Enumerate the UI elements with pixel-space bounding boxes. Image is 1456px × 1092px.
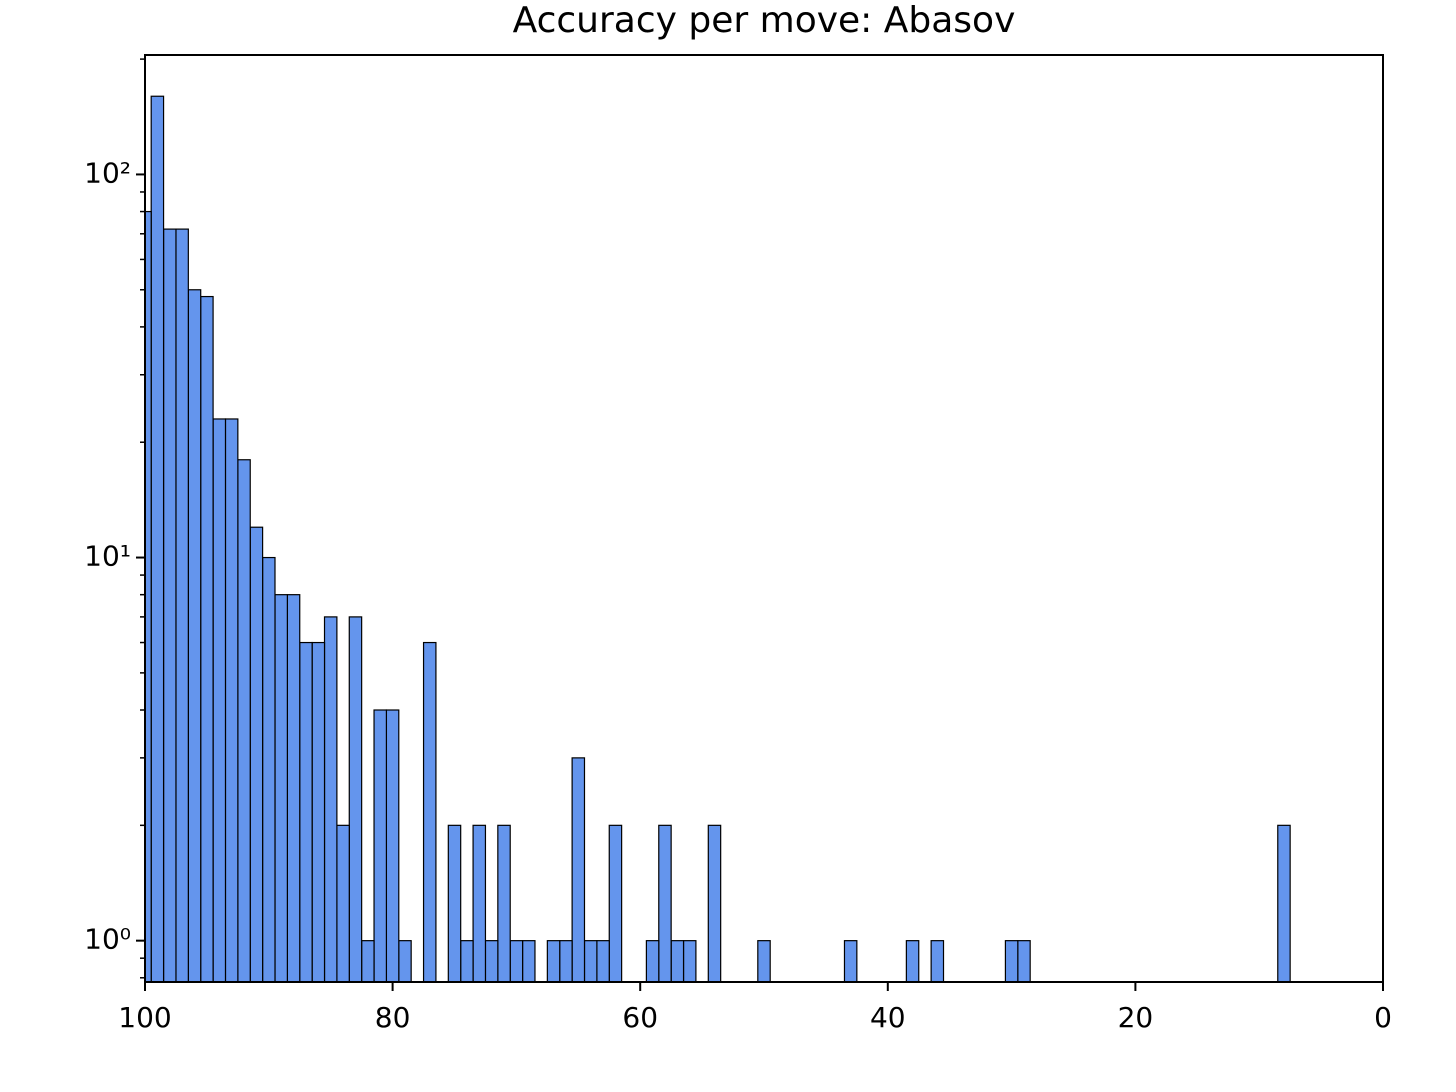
y-tick-label: 10¹ <box>84 540 131 573</box>
bar <box>145 210 152 982</box>
bar <box>682 940 697 982</box>
bar <box>645 940 660 982</box>
bar <box>843 940 858 982</box>
bar <box>930 940 945 982</box>
bar <box>670 940 685 982</box>
bar <box>460 940 474 982</box>
bar <box>323 616 338 982</box>
bar <box>274 594 288 982</box>
bar <box>385 709 400 982</box>
bar <box>311 641 326 982</box>
y-tick-label: 10² <box>84 156 131 189</box>
bar <box>175 228 189 982</box>
bar <box>521 940 536 982</box>
bar <box>447 824 462 982</box>
bar <box>583 940 598 982</box>
bar <box>299 641 313 982</box>
bar <box>187 289 202 982</box>
bar <box>1017 940 1031 982</box>
bars <box>145 95 1291 982</box>
bar <box>546 940 561 982</box>
bar <box>237 459 251 982</box>
bar <box>224 418 239 982</box>
x-tick-label: 20 <box>1118 1001 1154 1034</box>
y-tick-label: 10⁰ <box>84 923 131 956</box>
plot-frame <box>144 54 1384 983</box>
bar <box>249 526 264 982</box>
bar <box>336 824 350 982</box>
chart-title: Accuracy per move: Abasov <box>513 0 1016 41</box>
x-tick-label: 80 <box>375 1001 411 1034</box>
bar <box>373 709 388 982</box>
bar <box>559 940 573 982</box>
bar <box>571 757 586 982</box>
bar <box>497 824 511 982</box>
bar <box>361 940 375 982</box>
bar <box>658 824 672 982</box>
x-tick-label: 40 <box>870 1001 906 1034</box>
bar <box>905 940 920 982</box>
bar <box>262 556 276 982</box>
bar <box>484 940 499 982</box>
bar <box>757 940 771 982</box>
bar <box>1004 940 1019 982</box>
bar <box>212 418 227 982</box>
x-tick-label: 0 <box>1374 1001 1392 1034</box>
x-tick-label: 60 <box>622 1001 658 1034</box>
bar <box>422 641 437 982</box>
bar <box>509 940 524 982</box>
bar <box>707 824 722 982</box>
bar <box>150 95 165 982</box>
bar <box>608 824 623 982</box>
bar <box>1277 824 1291 982</box>
bar <box>286 594 301 982</box>
bar <box>348 616 363 982</box>
bar <box>596 940 610 982</box>
bar <box>162 228 177 982</box>
bar <box>398 940 412 982</box>
x-tick-label: 100 <box>118 1001 171 1034</box>
bar <box>200 295 214 982</box>
bar <box>472 824 487 982</box>
